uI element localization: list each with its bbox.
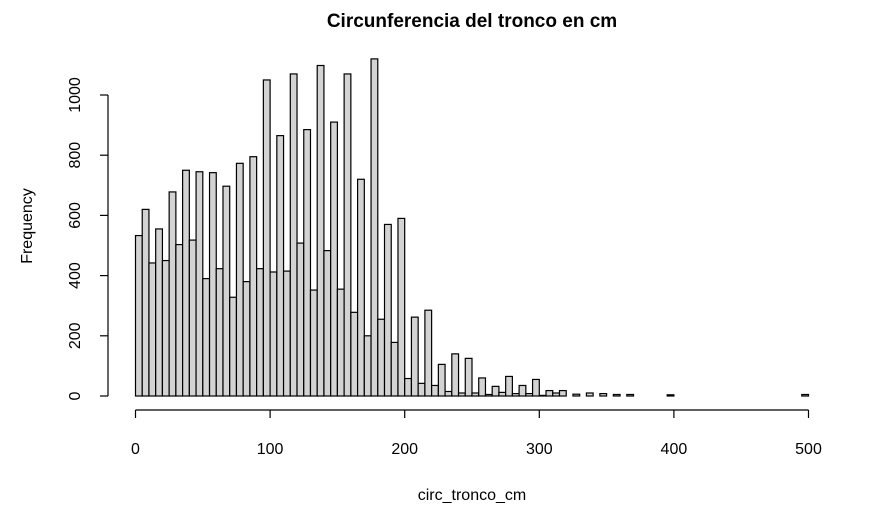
histogram-bar <box>444 390 453 397</box>
histogram-bar <box>518 384 527 397</box>
y-tick-label: 0 <box>67 391 84 400</box>
histogram-bar <box>431 384 439 397</box>
histogram-bar <box>188 239 197 397</box>
histogram-bar <box>498 391 507 397</box>
histogram-bar <box>404 377 413 397</box>
histogram-bar <box>356 178 365 397</box>
histogram-bar <box>801 393 810 397</box>
y-tick-label: 600 <box>67 202 84 229</box>
histogram-bar <box>545 389 554 397</box>
histogram-bar <box>451 353 460 397</box>
bars-group <box>134 58 810 397</box>
histogram-bar <box>229 296 238 397</box>
histogram-bar <box>383 223 392 397</box>
x-tick-label: 500 <box>795 441 822 458</box>
x-tick-label: 100 <box>257 441 284 458</box>
histogram-bar <box>505 375 513 397</box>
histogram-bar <box>242 281 251 397</box>
histogram-bar <box>182 169 190 397</box>
y-tick-label: 200 <box>67 322 84 349</box>
x-tick-label: 300 <box>526 441 553 458</box>
histogram-bar <box>330 121 339 397</box>
histogram-bar <box>208 172 217 397</box>
histogram-bar <box>612 393 621 397</box>
histogram-bar <box>262 79 271 397</box>
histogram-bar <box>175 243 184 397</box>
y-tick-label: 800 <box>67 142 84 169</box>
histogram-bar <box>269 271 278 397</box>
histogram-bar <box>323 250 332 397</box>
histogram-bar <box>202 278 211 397</box>
x-tick-label: 400 <box>661 441 688 458</box>
histogram-bar <box>585 392 594 397</box>
histogram-bar <box>424 309 433 397</box>
histogram-bar <box>215 268 224 397</box>
y-tick-label: 400 <box>67 262 84 289</box>
histogram-bar <box>141 208 150 397</box>
histogram-bar <box>377 318 386 397</box>
histogram-bar <box>390 341 399 397</box>
histogram-bar <box>457 392 466 397</box>
histogram-bar <box>491 385 500 397</box>
histogram-bar <box>296 242 305 397</box>
x-axis-label: circ_tronco_cm <box>418 487 526 504</box>
histogram-bar <box>538 394 547 397</box>
histogram-bar <box>525 392 534 397</box>
histogram-bar <box>249 156 258 397</box>
histogram-bar <box>343 73 352 397</box>
histogram-bar <box>148 262 157 397</box>
histogram-bar <box>276 135 285 397</box>
histogram-bar <box>168 191 177 397</box>
histogram-bar <box>350 311 359 397</box>
histogram-bar <box>370 58 379 397</box>
histogram-bar <box>437 363 446 397</box>
histogram-bar <box>195 171 204 397</box>
histogram-bar <box>282 270 291 397</box>
histogram-bar <box>303 129 312 397</box>
histogram-bar <box>316 64 325 397</box>
histogram-bar <box>363 335 372 397</box>
histogram-bar <box>222 185 231 397</box>
histogram-bar <box>410 316 419 397</box>
histogram-bar <box>134 234 143 397</box>
histogram-bar <box>155 228 164 397</box>
histogram-bar <box>161 259 170 397</box>
histogram-bar <box>572 393 581 397</box>
histogram-bar <box>478 377 487 397</box>
histogram-bar <box>531 378 540 397</box>
histogram-bar <box>289 73 298 397</box>
histogram-bar <box>235 162 244 397</box>
y-axis-label: Frequency <box>19 188 36 264</box>
histogram-bar <box>336 288 345 397</box>
x-axis: 0 100 200 300 400 500 <box>131 409 822 458</box>
histogram-bar <box>484 393 493 397</box>
histogram-bar <box>464 357 473 397</box>
chart-title: Circunferencia del tronco en cm <box>327 11 617 32</box>
histogram-bar <box>599 392 608 397</box>
histogram-bar <box>511 392 520 397</box>
histogram-bar <box>626 393 635 397</box>
histogram-bar <box>256 268 264 397</box>
histogram-bar <box>666 394 675 397</box>
histogram-bar <box>417 382 426 397</box>
y-tick-label: 1000 <box>67 77 84 113</box>
histogram-bar <box>471 392 480 397</box>
x-tick-label: 0 <box>131 441 140 458</box>
y-axis: 0 200 400 600 800 1000 <box>67 77 109 400</box>
histogram-bar <box>397 217 406 397</box>
histogram-bar <box>309 289 318 397</box>
histogram-bar <box>552 392 561 397</box>
x-tick-label: 200 <box>391 441 418 458</box>
histogram-bar <box>558 389 567 397</box>
